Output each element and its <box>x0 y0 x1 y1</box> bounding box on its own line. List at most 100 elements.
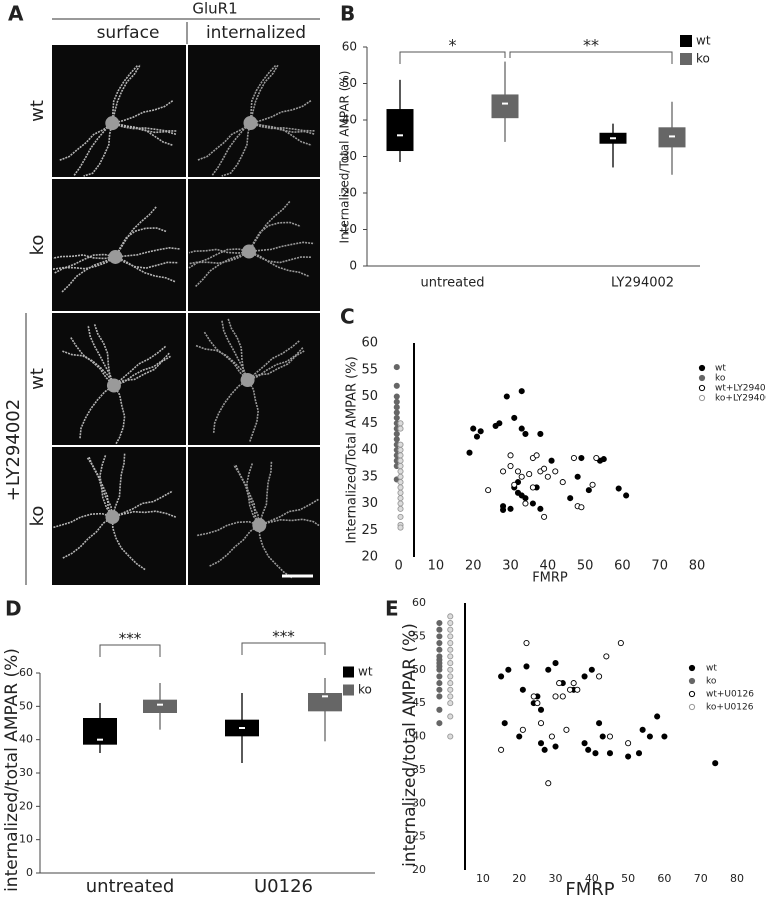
dendrite <box>112 510 177 519</box>
scatter-point <box>397 513 404 520</box>
dendrite <box>61 350 115 386</box>
dendrite <box>227 317 249 381</box>
soma <box>242 244 257 259</box>
dendrite <box>211 122 252 177</box>
scatter-point <box>552 743 559 750</box>
x-tick-label: 20 <box>465 559 482 574</box>
scatter-point <box>661 733 668 740</box>
scatter-point <box>615 485 622 492</box>
x-tick-label: 40 <box>585 872 599 885</box>
scatter-point <box>496 420 503 427</box>
x-tick-label: untreated <box>421 276 485 291</box>
dendrite <box>196 122 251 162</box>
dendrite <box>194 250 250 288</box>
dendrite <box>248 221 301 252</box>
y-tick-label: 20 <box>342 186 357 200</box>
y-tick-label: 20 <box>19 799 33 812</box>
legend-swatch <box>680 53 692 65</box>
scatter-point <box>511 481 518 488</box>
scatter-point <box>397 457 404 464</box>
scatter-point <box>436 706 443 713</box>
scatter-point <box>393 404 400 411</box>
scatter-point <box>529 500 536 507</box>
scatter-point <box>447 680 454 687</box>
y-tick-label: 30 <box>19 766 33 779</box>
scatter-point <box>436 693 443 700</box>
x-tick-label: 50 <box>577 559 594 574</box>
scatter-point <box>552 468 559 475</box>
scatter-point <box>606 733 614 740</box>
legend-marker <box>698 394 706 402</box>
scatter-point <box>485 487 492 494</box>
scatter-point <box>617 640 624 647</box>
legend-marker <box>698 384 706 392</box>
scatter-point <box>533 452 540 459</box>
scatter-point <box>447 626 454 633</box>
y-tick-label: 60 <box>19 666 33 679</box>
y-tick-label: 0 <box>26 866 33 879</box>
scatter-point <box>393 436 400 443</box>
y-tick-label: 25 <box>412 830 426 843</box>
scatter-point <box>606 750 614 757</box>
scatter-point <box>436 640 443 647</box>
dendrite <box>99 454 114 518</box>
dendrite <box>114 205 158 258</box>
dendrite <box>79 384 115 440</box>
scatter-point <box>567 495 574 502</box>
scatter-point <box>397 484 404 491</box>
scatter-point <box>523 640 530 647</box>
scatter-point <box>447 713 454 720</box>
y-tick-label: 50 <box>361 389 378 404</box>
scatter-point <box>541 746 548 753</box>
scatter-point <box>578 454 585 462</box>
scatter-point <box>548 457 555 464</box>
dendrite <box>58 122 113 162</box>
scatter-point <box>436 720 443 727</box>
dendrite <box>248 250 312 264</box>
significance-bracket <box>399 51 506 64</box>
dendrite <box>113 385 126 445</box>
y-tick-label: 30 <box>361 496 378 511</box>
dendrite <box>61 516 113 560</box>
dendrite <box>53 253 116 275</box>
micrograph <box>52 313 186 445</box>
scatter-point <box>447 700 454 707</box>
y-axis-label: internalized/total AMPAR (%) <box>400 623 420 867</box>
dendrite <box>208 524 260 568</box>
dendrite <box>188 248 250 269</box>
micrograph <box>52 179 186 311</box>
scatter-point <box>541 513 548 520</box>
x-tick-label: 80 <box>730 872 744 885</box>
legend-label: ko <box>696 52 710 66</box>
legend-label: ko+LY294002 <box>715 394 766 404</box>
legend-label: wt <box>358 665 373 679</box>
dendrite <box>221 319 249 381</box>
scatter-point <box>397 500 404 507</box>
y-tick-label: 45 <box>361 416 378 431</box>
x-tick-label: 60 <box>614 559 631 574</box>
legend-marker <box>688 664 696 672</box>
scatter-point <box>397 462 404 470</box>
dendrite <box>113 345 167 387</box>
x-tick-label: 60 <box>657 872 671 885</box>
legend-label: wt <box>706 664 717 674</box>
soma <box>105 510 120 525</box>
scatter-point <box>500 468 507 475</box>
panel-letter: A <box>8 2 24 26</box>
scatter-point <box>447 640 454 647</box>
x-tick-label: 30 <box>549 872 563 885</box>
scatter-point <box>592 750 599 757</box>
scatter-point <box>537 706 545 713</box>
legend-label: wt+U0126 <box>706 690 754 700</box>
dendrite <box>112 490 173 518</box>
scatter-point <box>596 673 603 680</box>
micrograph <box>188 45 320 177</box>
dendrite <box>52 256 116 270</box>
dendrite <box>112 99 174 124</box>
legend-label: ko <box>706 677 717 687</box>
legend-marker <box>688 690 696 698</box>
dendrite <box>113 355 172 387</box>
scatter-point <box>625 753 632 760</box>
scatter-point <box>514 468 522 475</box>
dendrite <box>212 379 249 434</box>
